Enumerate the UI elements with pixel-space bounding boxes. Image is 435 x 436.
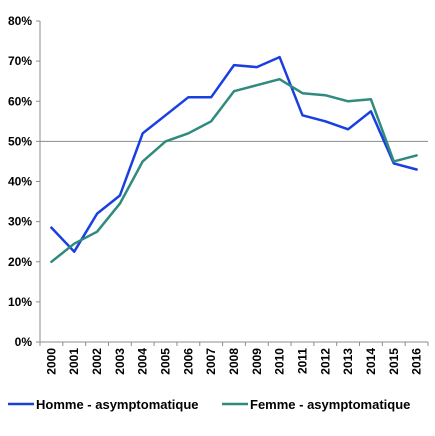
axes [36, 20, 429, 346]
x-tick-label: 2003 [113, 348, 127, 375]
x-tick-label: 2015 [387, 348, 401, 375]
x-tick-label: 2000 [44, 348, 58, 375]
x-tick-label: 2016 [410, 348, 424, 375]
y-tick-label: 20% [8, 255, 32, 269]
x-tick-label: 2001 [67, 348, 81, 375]
x-tick-label: 2006 [181, 348, 195, 375]
y-tick-label: 40% [8, 175, 32, 189]
x-tick-label: 2010 [273, 348, 287, 375]
legend-label-1: Homme - asymptomatique [36, 397, 199, 412]
legend-label-2: Femme - asymptomatique [250, 397, 410, 412]
legend: Homme - asymptomatique Femme - asymptomat… [8, 397, 410, 412]
x-tick-label: 2013 [341, 348, 355, 375]
x-tick-label: 2012 [318, 348, 332, 375]
x-tick-label: 2009 [250, 348, 264, 375]
y-tick-label: 0% [15, 335, 33, 349]
x-tick-label: 2004 [136, 348, 150, 375]
x-tick-labels: 2000 2001 2002 2003 2004 2005 2006 2007 2008 2009… [44, 348, 423, 375]
x-tick-label: 2002 [90, 348, 104, 375]
y-tick-label: 80% [8, 14, 32, 28]
series-line-1 [50, 55, 418, 253]
x-tick-label: 2011 [295, 348, 309, 374]
y-tick-label: 60% [8, 94, 32, 108]
y-tick-label: 50% [8, 134, 32, 148]
y-tick-label: 30% [8, 215, 32, 229]
x-tick-label: 2007 [204, 348, 218, 375]
y-tick-label: 10% [8, 295, 32, 309]
series-lines [50, 55, 418, 264]
x-tick-label: 2008 [227, 348, 241, 375]
y-tick-labels: 0% 10% 20% 30% 40% 50% 60% 70% 80% [8, 14, 32, 349]
x-tick-label: 2014 [364, 348, 378, 375]
x-tick-label: 2005 [159, 348, 173, 375]
series-line-2 [50, 77, 418, 264]
y-tick-label: 70% [8, 54, 32, 68]
